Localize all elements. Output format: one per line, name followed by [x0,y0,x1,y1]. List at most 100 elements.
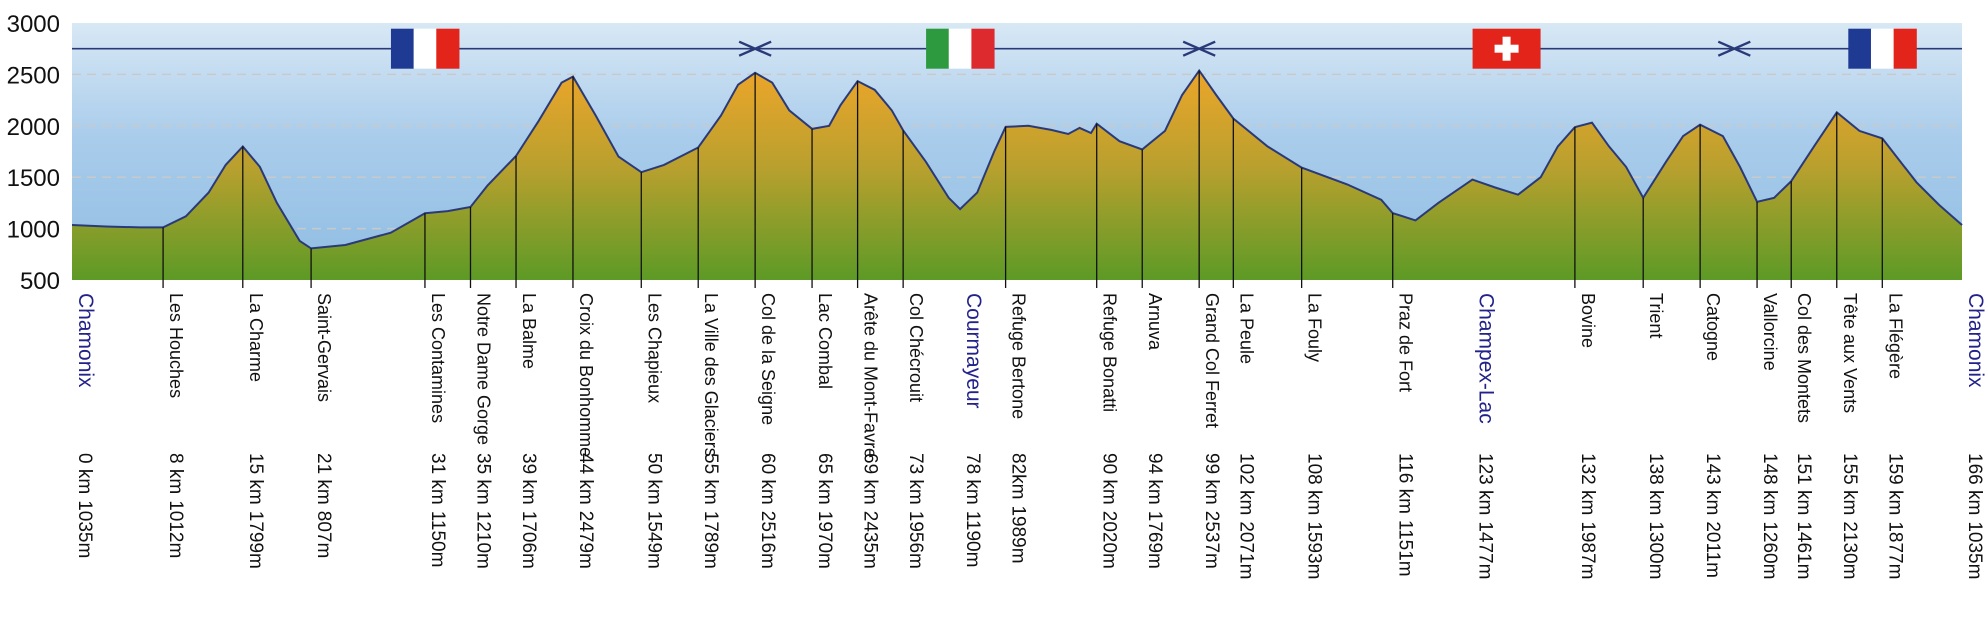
waypoint-altitude: 1260m [1759,521,1780,579]
waypoint-distance-altitude: 50 km 1549m [643,453,664,569]
waypoint-distance: 0 km [74,453,95,494]
waypoint-altitude: 2130m [1839,521,1860,579]
waypoint-distance-altitude: 8 km 1012m [165,453,186,558]
waypoint-distance-altitude: 15 km 1799m [245,453,266,569]
y-tick-label: 3000 [7,11,60,38]
waypoint-altitude: 1012m [165,500,186,558]
waypoint-distance: 78 km [962,453,983,505]
waypoint-name: Arnuva [1145,293,1165,351]
waypoint-distance: 132 km [1577,453,1598,515]
waypoint-distance: 116 km [1395,453,1416,514]
waypoint-distance: 31 km [427,453,448,505]
waypoint-name: Tête aux Vents [1840,293,1860,413]
waypoint-distance-altitude: 151 km 1461m [1793,453,1814,579]
waypoint-altitude: 1549m [643,511,664,569]
y-tick-label: 2500 [7,62,60,89]
waypoint-distance: 69 km [860,453,881,505]
waypoint-distance-altitude: 166 km 1035m [1964,453,1985,579]
waypoint-name: La Balme [519,293,539,369]
waypoint-altitude: 1593m [1304,521,1325,579]
waypoint-distance: 151 km [1793,453,1814,515]
waypoint-distance: 73 km [905,453,926,505]
waypoint-altitude: 1461m [1793,521,1814,579]
waypoint-distance-altitude: 132 km 1987m [1577,453,1598,579]
waypoint-distance-altitude: 65 km 1970m [814,453,835,569]
waypoint-name: La Fouly [1305,293,1325,362]
waypoint-altitude: 2516m [757,511,778,569]
waypoint-distance-altitude: 31 km 1150m [427,453,448,567]
waypoint-name: Refuge Bonatti [1100,293,1120,412]
waypoint-name: Catogne [1703,293,1723,361]
waypoint-distance: 90 km [1099,453,1120,505]
waypoint-distance-altitude: 143 km 2011m [1702,453,1723,578]
waypoint-distance: 102 km [1235,453,1256,515]
waypoint-name: Les Houches [166,293,186,398]
waypoint-altitude: 1970m [814,511,835,569]
waypoint-distance-altitude: 39 km 1706m [518,453,539,569]
waypoint-name: La Charme [246,293,266,382]
waypoint-name: Champex-Lac [1474,293,1497,424]
waypoint-distance-altitude: 102 km 2071m [1235,453,1256,579]
flag-switzerland-icon [1472,28,1541,69]
waypoint-altitude: 2011m [1702,521,1723,578]
waypoint-name: Lac Combal [815,293,835,389]
waypoint-distance: 138 km [1645,453,1666,515]
waypoint-name: Col des Montets [1794,293,1814,423]
waypoint-name: Arête du Mont-Favre [861,293,881,458]
waypoint-altitude: 1477m [1474,521,1495,579]
waypoint-name: Grand Col Ferret [1202,293,1222,428]
waypoint-altitude: 1956m [905,511,926,569]
waypoint-altitude: 1769m [1144,511,1165,569]
waypoint-name: Croix du Bonhomme [576,293,596,457]
waypoint-name: Chamonix [74,293,97,388]
waypoint-distance: 82km [1008,453,1029,499]
waypoint-distance: 99 km [1201,453,1222,505]
waypoint-distance: 55 km [700,453,721,505]
y-tick-label: 1500 [7,165,60,192]
waypoint-name: Refuge Bertone [1009,293,1029,419]
border-crossing-icon [1717,40,1751,57]
waypoint-name: Notre Dame Gorge [473,293,493,445]
waypoint-distance-altitude: 155 km 2130m [1839,453,1860,579]
waypoint-distance: 166 km [1964,453,1985,515]
waypoint-distance-altitude: 123 km 1477m [1474,453,1495,579]
elevation-area [72,70,1962,280]
y-tick-label: 500 [20,268,60,295]
flag-italy-icon [926,28,995,69]
waypoint-distance-altitude: 159 km 1877m [1884,453,1905,579]
waypoint-distance-altitude: 82km 1989m [1008,453,1029,564]
waypoint-distance: 60 km [757,453,778,505]
waypoint-altitude: 1150m [427,511,448,568]
border-crossing-icon [738,40,772,57]
waypoint-distance-altitude: 35 km 1210m [472,453,493,569]
waypoint-distance: 143 km [1702,453,1723,515]
waypoint-distance: 35 km [472,453,493,505]
waypoint-distance: 50 km [643,453,664,505]
waypoint-altitude: 807m [313,511,334,559]
waypoint-name: Trient [1646,293,1666,338]
waypoint-distance-altitude: 116 km 1151m [1395,453,1416,577]
waypoint-name: Col Chécrouit [906,293,926,402]
waypoint-altitude: 2071m [1235,521,1256,579]
y-tick-label: 1000 [7,217,60,244]
waypoint-distance: 155 km [1839,453,1860,515]
waypoint-name: Les Chapieux [644,293,664,403]
waypoint-distance-altitude: 99 km 2537m [1201,453,1222,569]
waypoint-distance: 39 km [518,453,539,505]
waypoint-distance-altitude: 55 km 1789m [700,453,721,569]
waypoint-name: La Flégère [1885,293,1905,379]
y-tick-label: 2000 [7,114,60,141]
waypoint-distance-altitude: 73 km 1956m [905,453,926,569]
waypoint-name: Courmayeur [962,293,985,409]
waypoint-altitude: 1987m [1577,521,1598,579]
waypoint-distance-altitude: 21 km 807m [313,453,334,558]
waypoint-distance-altitude: 94 km 1769m [1144,453,1165,569]
waypoint-distance: 21 km [313,453,334,505]
waypoint-altitude: 1706m [518,511,539,569]
waypoint-distance: 94 km [1144,453,1165,505]
waypoint-altitude: 2435m [860,511,881,569]
waypoint-altitude: 1300m [1645,521,1666,579]
waypoint-distance: 65 km [814,453,835,505]
waypoint-name: Col de la Seigne [758,293,778,425]
